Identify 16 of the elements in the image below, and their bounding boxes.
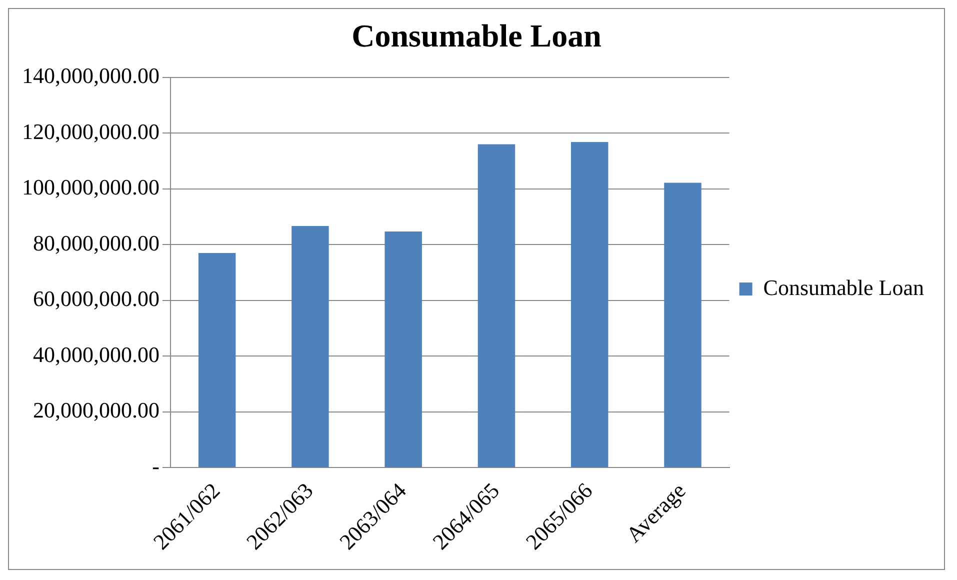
y-tick-label: 20,000,000.00 — [33, 398, 160, 423]
y-tick-label: 120,000,000.00 — [22, 118, 160, 144]
y-tick-label: 80,000,000.00 — [33, 230, 160, 256]
y-tick-label: 40,000,000.00 — [33, 342, 160, 367]
y-tick-label: - — [152, 453, 160, 478]
bar — [570, 142, 608, 468]
bar — [384, 232, 422, 468]
bar — [664, 182, 702, 468]
y-tick-label: 100,000,000.00 — [22, 174, 160, 200]
y-tick-label: 60,000,000.00 — [33, 286, 160, 312]
chart-title: Consumable Loan — [352, 17, 602, 54]
legend-label: Consumable Loan — [763, 274, 924, 300]
bar — [198, 252, 236, 468]
y-tick-label: 140,000,000.00 — [22, 63, 160, 88]
bar — [292, 226, 329, 468]
bar — [478, 144, 516, 468]
